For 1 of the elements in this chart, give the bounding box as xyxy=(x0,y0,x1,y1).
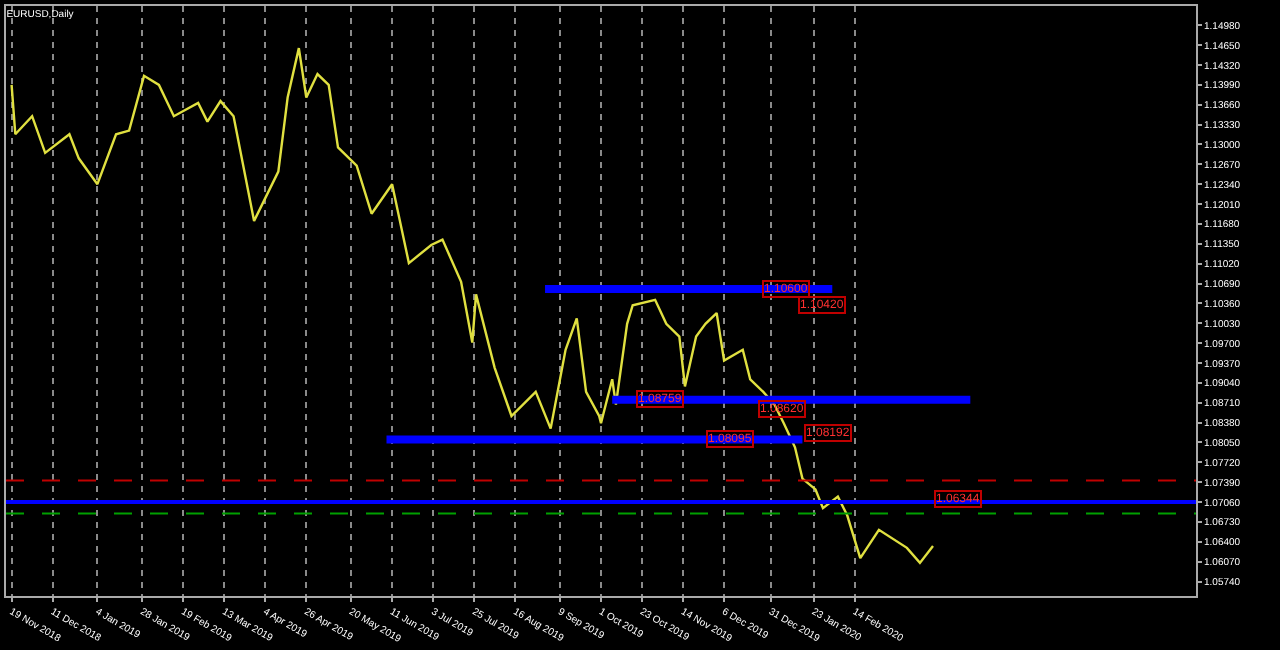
line-series xyxy=(10,46,935,565)
